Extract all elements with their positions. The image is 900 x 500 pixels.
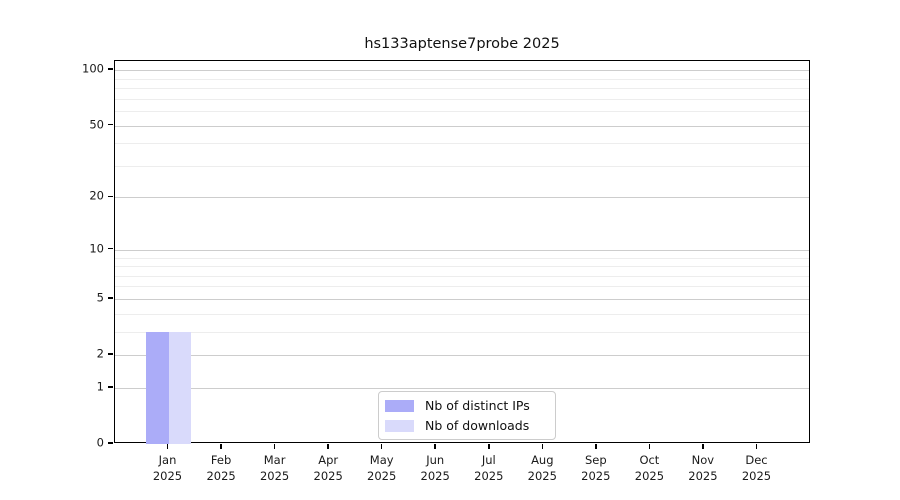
- y-tick-mark-0: [108, 442, 113, 444]
- y-tick-mark-100: [108, 68, 113, 70]
- x-tick-mark-dec: [755, 444, 758, 449]
- downloads-swatch-icon: [385, 419, 414, 432]
- x-tick-label-jan: Jan 2025: [152, 453, 183, 484]
- legend: Nb of distinct IPs Nb of downloads: [378, 391, 556, 440]
- legend-label-downloads: Nb of downloads: [425, 418, 530, 433]
- gridline-minor-70: [115, 98, 809, 100]
- y-tick-label-2: 2: [96, 346, 104, 361]
- x-tick-label-aug: Aug 2025: [527, 453, 557, 484]
- y-tick-mark-10: [108, 247, 113, 250]
- gridline-minor-4: [115, 313, 809, 315]
- y-tick-mark-1: [108, 386, 113, 388]
- gridline-minor-6: [115, 286, 809, 288]
- bar-nb-of-downloads-jan: [168, 331, 191, 444]
- gridline-minor-80: [115, 88, 809, 89]
- gridline-minor-90: [115, 78, 809, 80]
- x-tick-label-jun: Jun 2025: [420, 453, 450, 484]
- x-tick-label-apr: Apr 2025: [313, 453, 343, 484]
- x-tick-label-oct: Oct 2025: [634, 453, 665, 484]
- gridline-major-100: [115, 70, 809, 72]
- x-tick-mark-jan: [166, 444, 169, 449]
- y-tick-label-1: 1: [96, 379, 104, 394]
- gridline-major-5: [115, 298, 809, 300]
- bar-nb-of-distinct-ips-jan: [146, 331, 169, 444]
- gridline-major-2: [115, 355, 809, 356]
- gridline-minor-40: [115, 143, 809, 145]
- gridline-minor-7: [115, 275, 809, 277]
- gridline-minor-30: [115, 165, 809, 167]
- gridline-major-50: [115, 125, 809, 127]
- gridline-major-10: [115, 249, 809, 251]
- gridline-minor-8: [115, 266, 809, 267]
- x-tick-mark-mar: [273, 444, 276, 449]
- y-tick-label-10: 10: [89, 240, 104, 255]
- gridline-major-1: [115, 387, 809, 389]
- x-tick-mark-aug: [541, 444, 544, 449]
- x-tick-mark-feb: [220, 444, 222, 449]
- gridline-minor-3: [115, 331, 809, 333]
- y-tick-label-100: 100: [82, 61, 104, 76]
- y-tick-mark-20: [108, 195, 113, 198]
- x-tick-mark-nov: [702, 444, 704, 449]
- x-tick-mark-apr: [327, 444, 329, 449]
- y-tick-mark-5: [108, 297, 113, 299]
- x-tick-label-dec: Dec 2025: [741, 453, 772, 484]
- y-tick-label-20: 20: [89, 188, 104, 203]
- x-tick-mark-oct: [648, 444, 651, 449]
- y-tick-mark-50: [108, 123, 113, 126]
- chart-title: hs133aptense7probe 2025: [364, 36, 560, 52]
- distinct-ips-swatch-icon: [385, 399, 414, 412]
- x-tick-label-nov: Nov 2025: [688, 453, 718, 484]
- legend-item-distinct-ips: Nb of distinct IPs: [385, 398, 546, 413]
- y-tick-mark-2: [108, 353, 113, 355]
- x-tick-label-feb: Feb 2025: [206, 453, 236, 484]
- gridline-major-20: [115, 197, 809, 199]
- x-tick-mark-jun: [434, 444, 436, 449]
- x-tick-label-jul: Jul 2025: [474, 453, 504, 484]
- legend-label-distinct-ips: Nb of distinct IPs: [425, 398, 530, 413]
- x-tick-mark-may: [380, 444, 383, 449]
- x-tick-mark-sep: [595, 444, 597, 449]
- plot-area: [114, 60, 810, 444]
- x-tick-label-sep: Sep 2025: [581, 453, 611, 484]
- x-tick-mark-jul: [488, 444, 490, 449]
- gridline-minor-9: [115, 257, 809, 259]
- gridline-minor-60: [115, 110, 809, 112]
- x-tick-label-mar: Mar 2025: [259, 453, 290, 484]
- y-tick-label-5: 5: [96, 290, 104, 305]
- y-tick-label-50: 50: [89, 116, 104, 131]
- y-tick-label-0: 0: [96, 435, 104, 450]
- x-tick-label-may: May 2025: [367, 453, 397, 484]
- legend-item-downloads: Nb of downloads: [385, 418, 546, 433]
